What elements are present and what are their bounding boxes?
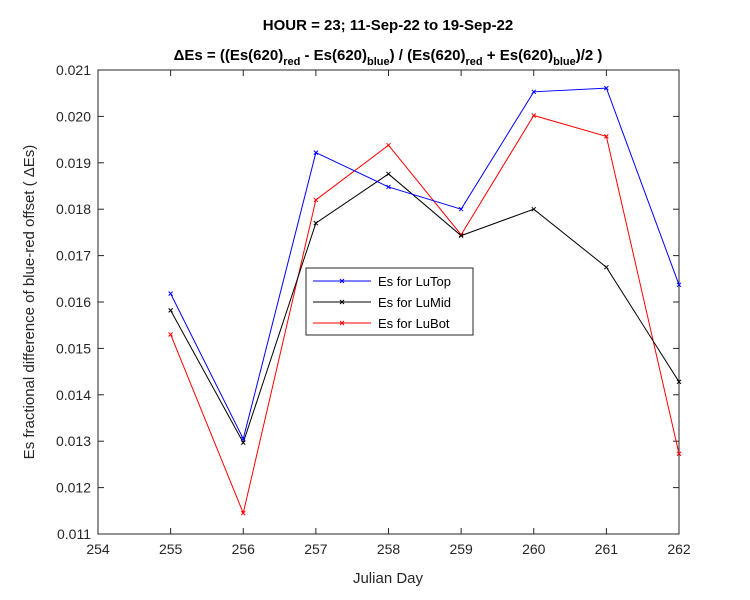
series-line xyxy=(170,173,680,444)
data-point xyxy=(240,440,246,445)
legend-item: Es for LuTop xyxy=(313,274,451,289)
x-tick-label: 258 xyxy=(377,541,401,557)
data-point xyxy=(458,206,464,212)
data-point xyxy=(676,282,682,288)
data-point xyxy=(168,291,173,297)
series-line xyxy=(170,87,680,441)
data-point xyxy=(458,232,464,238)
data-point xyxy=(531,206,537,212)
legend-marker xyxy=(339,278,345,284)
x-tick-label: 260 xyxy=(522,541,546,557)
data-point xyxy=(531,113,537,118)
y-tick-label: 0.021 xyxy=(56,62,91,78)
series-layer xyxy=(168,85,682,516)
x-tick-label: 261 xyxy=(595,541,619,557)
legend-label: Es for LuTop xyxy=(378,274,451,289)
legend-items: Es for LuTop Es for LuMid Es for LuBot xyxy=(313,274,451,331)
series-2 xyxy=(168,113,682,516)
legend-item: Es for LuBot xyxy=(313,316,450,331)
y-tick-label: 0.012 xyxy=(56,480,91,496)
x-tick-label: 257 xyxy=(304,541,328,557)
data-point xyxy=(604,264,609,270)
y-axis-label: Es fractional difference of blue-red off… xyxy=(21,145,38,460)
legend-label: Es for LuMid xyxy=(378,295,451,310)
data-point xyxy=(240,436,246,442)
y-tick-label: 0.015 xyxy=(56,340,91,356)
y-tick-label: 0.019 xyxy=(56,155,91,171)
x-tick-label: 255 xyxy=(159,541,183,557)
x-tick-label: 254 xyxy=(86,541,110,557)
data-point xyxy=(168,307,173,313)
legend-marker xyxy=(339,299,345,305)
data-point xyxy=(313,197,319,203)
x-tick-label: 256 xyxy=(232,541,256,557)
data-point xyxy=(313,150,319,155)
legend-item: Es for LuMid xyxy=(313,295,451,310)
x-axis-label: Julian Day xyxy=(353,570,424,587)
y-tick-label: 0.014 xyxy=(56,387,91,403)
data-point xyxy=(604,85,609,91)
legend: Es for LuTop Es for LuMid Es for LuBot xyxy=(305,267,474,336)
y-tick-label: 0.011 xyxy=(57,526,91,542)
data-point xyxy=(386,184,391,190)
data-point xyxy=(168,332,173,337)
y-tick-label: 0.018 xyxy=(56,201,91,217)
data-point xyxy=(604,133,609,139)
y-tick-label: 0.016 xyxy=(56,294,91,310)
x-tick-label: 259 xyxy=(449,541,473,557)
y-tick-label: 0.017 xyxy=(56,248,91,264)
data-point xyxy=(386,171,391,177)
y-tick-label: 0.013 xyxy=(56,433,91,449)
series-line xyxy=(170,114,680,515)
series-1 xyxy=(168,171,682,445)
y-tick-label: 0.020 xyxy=(56,108,91,124)
data-point xyxy=(676,451,682,457)
chart-title-line1: HOUR = 23; 11-Sep-22 to 19-Sep-22 xyxy=(263,17,514,34)
x-tick-label: 262 xyxy=(667,541,691,557)
legend-marker xyxy=(339,320,345,326)
data-point xyxy=(458,233,464,239)
axis-ticks: 254 255 256 257 258 259 260 261 262 0.011 0.012 0.0… xyxy=(56,62,691,557)
legend-label: Es for LuBot xyxy=(378,316,450,331)
data-point xyxy=(313,220,319,226)
data-point xyxy=(676,379,682,385)
series-0 xyxy=(168,85,682,442)
chart-title-line2: ΔEs = ((Es(620)red - Es(620)blue) / (Es(… xyxy=(174,47,603,68)
data-point xyxy=(386,142,391,148)
data-point xyxy=(531,89,537,95)
data-point xyxy=(240,510,246,516)
